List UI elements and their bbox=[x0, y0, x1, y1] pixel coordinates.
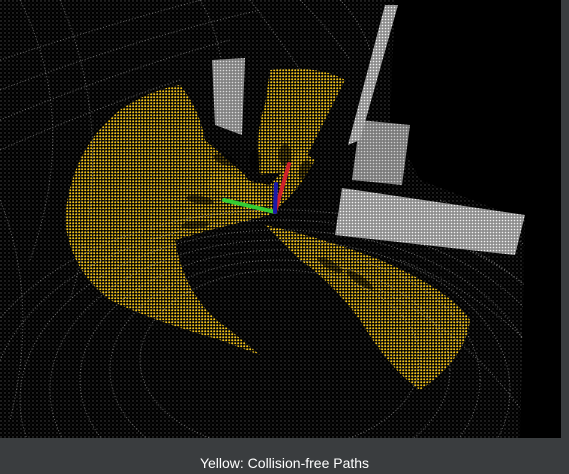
collision-free-paths bbox=[65, 68, 470, 390]
unscanned-region bbox=[390, 0, 561, 438]
3d-viewport[interactable] bbox=[0, 0, 561, 438]
coordinate-axes-icon bbox=[222, 162, 291, 214]
frame-border bbox=[561, 0, 569, 474]
point-cloud-render bbox=[0, 0, 561, 438]
obstacle-walls bbox=[212, 5, 525, 255]
figure-caption: Yellow: Collision-free Paths bbox=[199, 455, 370, 471]
